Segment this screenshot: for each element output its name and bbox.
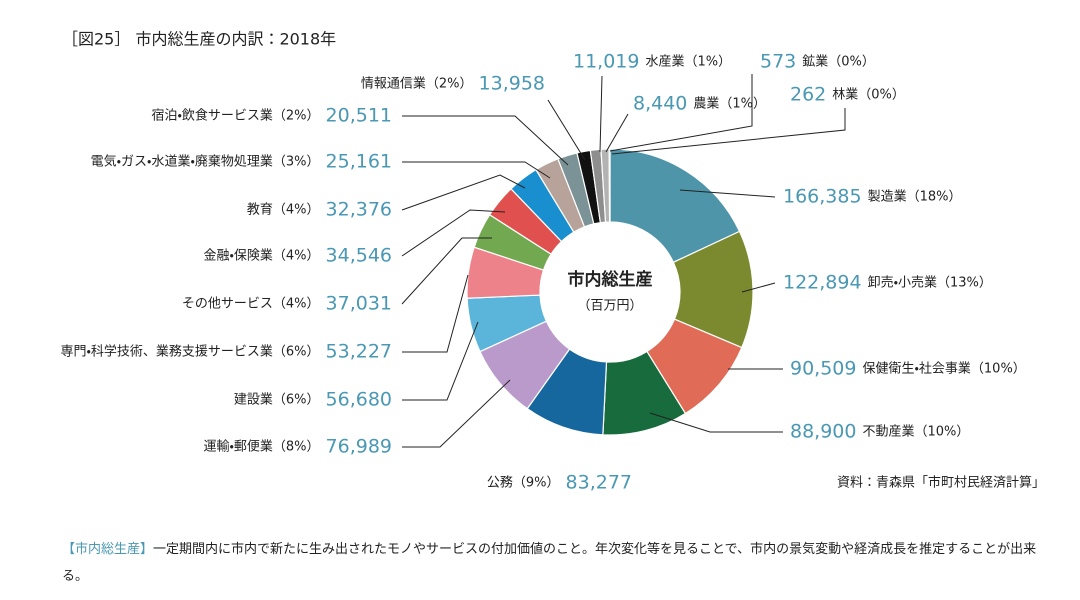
footnote: 【市内総生産】一定期間内に市内で新たに生み出されたモノやサービスの付加価値のこと…	[62, 536, 1047, 590]
source: 資料：青森県「市町村民経済計算」	[837, 475, 1045, 491]
category-label: 保健衛生・社会事業（10%）	[862, 361, 1025, 377]
leader-line	[402, 115, 569, 166]
value-label: 262	[790, 84, 826, 106]
chart: ［図25］ 市内総生産の内訳：2018年 資料：青森県「市町村民経済計算」 市内…	[60, 30, 1045, 494]
category-label: 卸売・小売業（13%）	[868, 275, 992, 291]
category-label: 宿泊・飲食サービス業（2%）	[151, 108, 319, 124]
value-label: 56,680	[326, 389, 392, 411]
leader-line	[401, 237, 492, 305]
value-label: 32,376	[326, 199, 392, 221]
leader-line	[605, 113, 629, 153]
category-label: 教育（4%）	[247, 202, 320, 218]
value-label: 25,161	[326, 151, 392, 173]
value-label: 34,546	[326, 245, 392, 267]
category-label: 金融・保険業（4%）	[203, 248, 319, 264]
donut-segment	[609, 148, 741, 264]
value-label: 8,440	[633, 93, 687, 115]
category-label: 林業（0%）	[832, 87, 905, 103]
category-label: 鉱業（0%）	[802, 54, 875, 70]
value-label: 122,894	[783, 272, 862, 294]
category-label: 農業（1%）	[693, 96, 766, 112]
category-label: 不動産業（10%）	[862, 424, 969, 440]
leader-line	[401, 209, 506, 257]
footnote-term: 【市内総生産】	[62, 542, 154, 557]
category-label: 運輸・郵便業（8%）	[203, 439, 319, 455]
leader-line	[402, 321, 479, 401]
leader-line	[547, 99, 586, 161]
value-label: 88,900	[790, 421, 856, 443]
category-label: 公務（9%）	[487, 476, 560, 491]
value-label: 166,385	[783, 186, 862, 208]
value-label: 90,509	[790, 358, 856, 380]
value-label: 53,227	[326, 341, 392, 363]
leader-line	[599, 75, 603, 153]
category-label: 情報通信業（2%）	[361, 76, 473, 92]
value-label: 20,511	[326, 105, 392, 127]
category-label: 水産業（1%）	[645, 54, 731, 70]
category-label: 電気・ガス・水道業・廃棄物処理業（3%）	[91, 154, 320, 170]
category-label: 専門・科学技術、業務支援サービス業（6%）	[60, 344, 319, 360]
category-label: 製造業（18%）	[868, 189, 962, 205]
leader-line	[402, 161, 551, 179]
center-label: 市内総生産	[568, 269, 653, 290]
leader-line	[609, 74, 753, 152]
value-label: 37,031	[326, 293, 392, 315]
footnote-text: 一定期間内に市内で新たに生み出されたモノやサービスの付加価値のこと。年次変化等を…	[62, 542, 1037, 584]
leader-line	[649, 412, 783, 433]
value-label: 83,277	[566, 472, 632, 494]
category-label: その他サービス（4%）	[182, 297, 320, 312]
leader-line	[401, 174, 526, 211]
chart-title: ［図25］ 市内総生産の内訳：2018年	[62, 30, 336, 49]
leader-line	[402, 274, 469, 353]
value-label: 11,019	[573, 51, 639, 73]
unit-label: （百万円）	[577, 299, 642, 314]
category-label: 建設業（6%）	[234, 392, 320, 408]
leader-line	[402, 379, 511, 448]
leader-line	[611, 108, 846, 155]
leader-line	[741, 282, 776, 293]
value-label: 13,958	[479, 73, 545, 95]
value-label: 573	[760, 51, 796, 73]
value-label: 76,989	[326, 436, 392, 458]
leader-line	[679, 189, 776, 198]
